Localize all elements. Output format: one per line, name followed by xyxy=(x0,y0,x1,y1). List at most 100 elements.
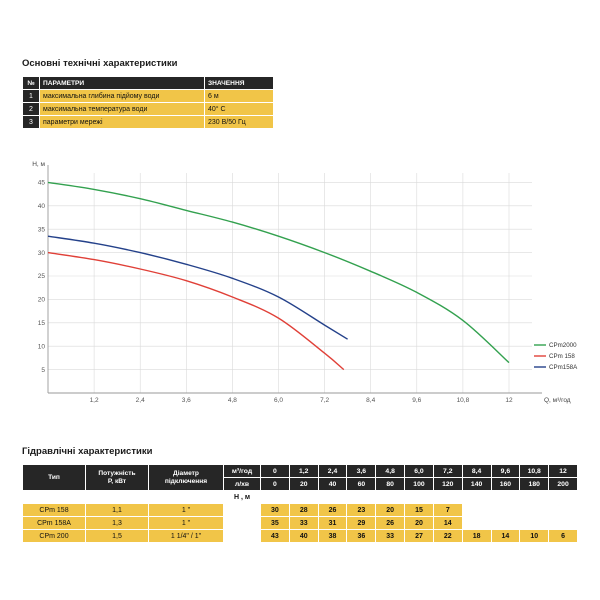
hyd-head-value: 40 xyxy=(289,530,318,542)
hyd-head-value: 26 xyxy=(318,504,347,516)
hyd-flow-m3-value: 2,4 xyxy=(318,465,347,477)
hyd-pump-type: СРm 200 xyxy=(23,530,85,542)
hyd-data-row: СРm 158 1,1 1 " 30 28 26 23 20 15 7 xyxy=(23,504,577,516)
hyd-empty-cell xyxy=(224,504,260,516)
y-axis-title: Н, м xyxy=(32,161,45,168)
hyd-header-power: Потужність Р, кВт xyxy=(86,465,148,490)
tech-header-num: № xyxy=(23,77,39,89)
hyd-flow-l-value: 160 xyxy=(491,478,520,490)
hyd-head-value: 7 xyxy=(433,504,462,516)
tech-row-param: максимальна глибина підйому води xyxy=(40,90,204,102)
hyd-flow-l-value: 40 xyxy=(318,478,347,490)
hyd-empty-cell xyxy=(224,517,260,529)
hyd-flow-l-value: 20 xyxy=(289,478,318,490)
x-tick-label: 8,4 xyxy=(366,397,375,404)
hyd-header-diameter-line1: Діаметр xyxy=(173,469,199,477)
x-tick-label: 10,8 xyxy=(457,397,470,404)
hyd-head-value: 29 xyxy=(347,517,376,529)
hyd-head-value: 33 xyxy=(289,517,318,529)
hyd-pump-type: СРm 158 xyxy=(23,504,85,516)
hyd-empty-cell xyxy=(520,491,549,503)
hyd-empty-cell xyxy=(86,491,148,503)
hyd-header-power-line2: Р, кВт xyxy=(107,477,127,485)
x-tick-label: 7,2 xyxy=(320,397,329,404)
hyd-flow-l-label: л/хв xyxy=(224,478,260,490)
hyd-header-diameter-line2: підключення xyxy=(164,477,208,485)
hyd-flow-l-value: 180 xyxy=(520,478,549,490)
hyd-flow-m3-value: 6,0 xyxy=(405,465,433,477)
hyd-flow-m3-value: 7,2 xyxy=(433,465,462,477)
hyd-flow-m3-value: 8,4 xyxy=(462,465,491,477)
tech-row-value: 40° С xyxy=(205,103,273,115)
hyd-header-row-1: Тип Потужність Р, кВт Діаметр підключення м³/… xyxy=(23,465,577,490)
x-tick-label: 9,6 xyxy=(412,397,421,404)
hyd-head-unit-row: Н , м xyxy=(23,491,577,503)
hyd-head-value: 23 xyxy=(347,504,376,516)
hyd-head-value: 38 xyxy=(318,530,347,542)
tech-header-param: ПАРАМЕТРИ xyxy=(40,77,204,89)
hyd-head-value: 43 xyxy=(261,530,289,542)
hyd-flow-m3-label: м³/год xyxy=(224,465,260,477)
hyd-head-value xyxy=(520,504,549,516)
hyd-flow-m3-value: 4,8 xyxy=(376,465,405,477)
hyd-head-value xyxy=(491,504,520,516)
chart-svg: 5 10 15 20 25 30 35 40 45 1,2 2,4 3,6 4,8 6,0 7,2 8,4 9,… xyxy=(32,161,578,404)
curve-CPm158A xyxy=(47,235,348,340)
legend-label: CPm2000 xyxy=(549,342,577,349)
tech-table-header-row: № ПАРАМЕТРИ ЗНАЧЕННЯ xyxy=(23,77,273,89)
hyd-flow-m3-value: 12 xyxy=(549,465,577,477)
tech-row-value: 6 м xyxy=(205,90,273,102)
hyd-flow-l-value: 60 xyxy=(347,478,376,490)
hyd-pump-type: СРm 158A xyxy=(23,517,85,529)
hyd-empty-cell xyxy=(347,491,376,503)
hyd-empty-cell xyxy=(318,491,347,503)
hyd-empty-cell xyxy=(224,530,260,542)
hyd-pump-diameter: 1 1/4" / 1" xyxy=(149,530,223,542)
hyd-empty-cell xyxy=(462,491,491,503)
hyd-head-value: 28 xyxy=(289,504,318,516)
hydraulic-section: Гідравлічні характеристики Тип Потужність… xyxy=(22,446,578,543)
hyd-head-value: 35 xyxy=(261,517,289,529)
hyd-empty-cell xyxy=(376,491,405,503)
hyd-header-power-line1: Потужність xyxy=(98,469,136,477)
curve-CPm2000 xyxy=(47,181,510,364)
hyd-head-value: 6 xyxy=(549,530,577,542)
tech-row-param: параметри мережі xyxy=(40,116,204,128)
tech-table-row: 1 максимальна глибина підйому води 6 м xyxy=(23,90,273,102)
hyd-head-value: 20 xyxy=(376,504,405,516)
hyd-header-type: Тип xyxy=(23,465,85,490)
hyd-flow-l-value: 100 xyxy=(405,478,433,490)
hyd-flow-m3-value: 3,6 xyxy=(347,465,376,477)
tech-row-num: 3 xyxy=(23,116,39,128)
hyd-flow-l-value: 80 xyxy=(376,478,405,490)
hyd-head-value xyxy=(462,504,491,516)
hyd-flow-l-value: 0 xyxy=(261,478,289,490)
pump-curves-chart: 5 10 15 20 25 30 35 40 45 1,2 2,4 3,6 4,8 6,0 7,2 8,4 9,… xyxy=(24,157,578,424)
hyd-pump-power: 1,3 xyxy=(86,517,148,529)
y-tick-label: 35 xyxy=(38,226,46,233)
tech-table-row: 3 параметри мережі 230 В/50 Гц xyxy=(23,116,273,128)
hyd-data-row: СРm 200 1,5 1 1/4" / 1" 43 40 38 36 33 27 22 18 14 1… xyxy=(23,530,577,542)
hyd-header-diameter: Діаметр підключення xyxy=(149,465,223,490)
x-tick-label: 1,2 xyxy=(90,397,99,404)
hyd-head-value: 30 xyxy=(261,504,289,516)
hyd-empty-cell xyxy=(289,491,318,503)
hyd-head-value: 15 xyxy=(405,504,433,516)
hyd-flow-m3-value: 10,8 xyxy=(520,465,549,477)
hyd-empty-cell xyxy=(23,491,85,503)
hyd-head-label: Н , м xyxy=(224,491,260,503)
hyd-head-value: 14 xyxy=(433,517,462,529)
hyd-head-value xyxy=(520,517,549,529)
hyd-head-value: 18 xyxy=(462,530,491,542)
hyd-head-value: 33 xyxy=(376,530,405,542)
y-tick-label: 40 xyxy=(38,203,46,210)
hyd-head-value xyxy=(462,517,491,529)
tech-section-title: Основні технічні характеристики xyxy=(22,58,178,69)
y-tick-label: 25 xyxy=(38,273,46,280)
tech-header-value: ЗНАЧЕННЯ xyxy=(205,77,273,89)
x-tick-label: 6,0 xyxy=(274,397,283,404)
tech-row-num: 1 xyxy=(23,90,39,102)
hyd-head-value: 22 xyxy=(433,530,462,542)
curve-CPm158 xyxy=(47,251,345,371)
legend-label: CPm158A xyxy=(549,364,578,371)
